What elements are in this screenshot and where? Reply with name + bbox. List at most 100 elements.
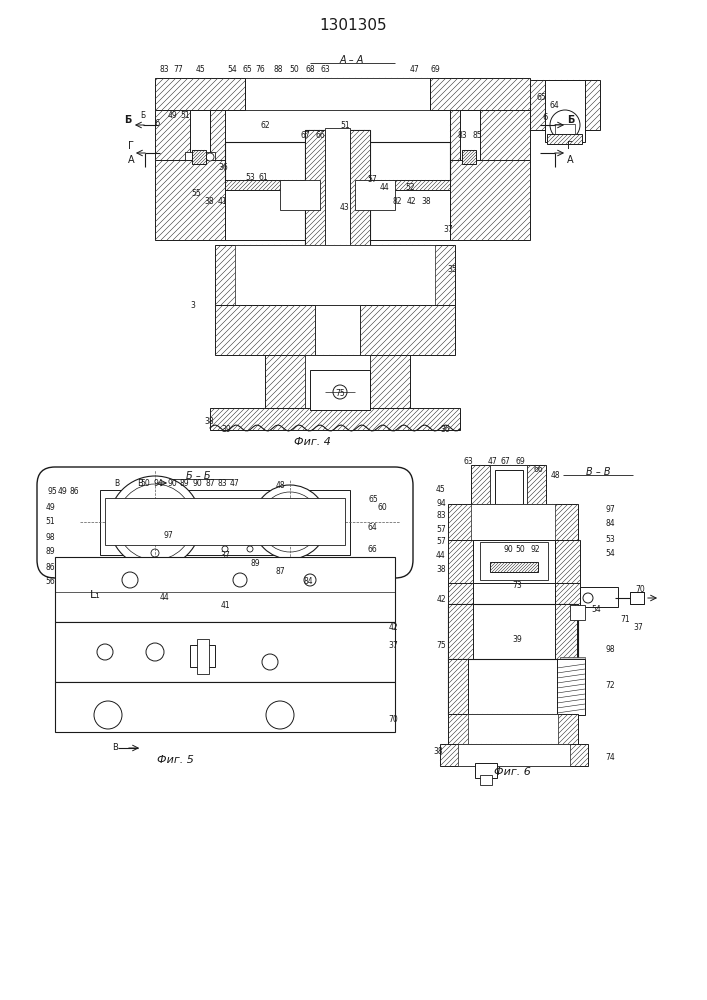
Text: Б: Б: [124, 115, 132, 125]
Bar: [495, 502, 523, 512]
Bar: [245, 78, 430, 110]
Bar: [560, 692, 585, 696]
Bar: [480, 542, 548, 580]
Circle shape: [147, 514, 163, 530]
Text: 37: 37: [220, 550, 230, 560]
Circle shape: [109, 476, 201, 568]
Bar: [185, 152, 215, 172]
Bar: [545, 80, 585, 142]
Text: Г: Г: [128, 141, 134, 151]
Text: 86: 86: [45, 562, 55, 572]
Circle shape: [94, 701, 122, 729]
Text: 89: 89: [179, 479, 189, 488]
Bar: [55, 622, 395, 682]
Bar: [448, 504, 578, 540]
Text: 84: 84: [303, 578, 312, 586]
Bar: [580, 587, 618, 607]
Text: 42: 42: [407, 196, 416, 206]
Bar: [225, 142, 450, 182]
Text: 43: 43: [340, 202, 350, 212]
Text: 97: 97: [163, 530, 173, 540]
Text: 65: 65: [368, 495, 378, 504]
Text: 54: 54: [591, 605, 601, 614]
Text: 38: 38: [204, 418, 214, 426]
Circle shape: [260, 492, 320, 552]
Text: 83: 83: [159, 66, 169, 75]
Text: 65: 65: [536, 94, 546, 103]
Text: Фиг. 6: Фиг. 6: [493, 767, 530, 777]
Text: 45: 45: [195, 66, 205, 75]
Bar: [190, 645, 215, 667]
Text: 51: 51: [340, 120, 350, 129]
Text: 65: 65: [242, 66, 252, 75]
Circle shape: [284, 516, 296, 528]
Bar: [495, 470, 523, 520]
Bar: [560, 657, 585, 661]
Text: 36: 36: [440, 426, 450, 434]
Text: 52: 52: [405, 184, 415, 192]
Text: 44: 44: [380, 184, 390, 192]
Bar: [305, 130, 325, 250]
Bar: [471, 465, 546, 505]
Text: 53: 53: [605, 534, 615, 544]
Text: 71: 71: [620, 615, 630, 624]
Text: 49: 49: [168, 110, 178, 119]
Bar: [448, 659, 468, 715]
Circle shape: [97, 644, 113, 660]
Text: 97: 97: [605, 506, 615, 514]
Bar: [55, 682, 395, 732]
Bar: [555, 604, 578, 660]
Text: 77: 77: [173, 66, 183, 75]
Text: 42: 42: [388, 622, 398, 632]
Bar: [475, 763, 497, 778]
Text: 57: 57: [367, 176, 377, 184]
Bar: [355, 180, 395, 210]
Text: 98: 98: [45, 532, 55, 542]
Text: 64: 64: [367, 522, 377, 532]
Bar: [197, 639, 209, 674]
Circle shape: [151, 549, 159, 557]
Text: 90: 90: [192, 479, 202, 488]
Bar: [100, 490, 350, 555]
Text: 41: 41: [220, 600, 230, 609]
Text: 42: 42: [436, 595, 446, 604]
Text: 38: 38: [433, 748, 443, 756]
Text: 94: 94: [436, 498, 446, 508]
Circle shape: [466, 153, 474, 161]
Circle shape: [583, 593, 593, 603]
Text: 86: 86: [69, 488, 78, 496]
Bar: [448, 714, 578, 744]
Text: 88: 88: [273, 66, 283, 75]
Text: 38: 38: [204, 196, 214, 206]
Text: 49: 49: [45, 504, 55, 512]
Bar: [473, 583, 555, 605]
Text: 66: 66: [533, 466, 543, 475]
Circle shape: [266, 701, 294, 729]
Text: 41: 41: [217, 196, 227, 206]
Text: 38: 38: [436, 566, 446, 574]
Bar: [560, 685, 585, 689]
Bar: [460, 162, 480, 180]
Bar: [450, 110, 530, 162]
Text: 98: 98: [605, 646, 615, 654]
Text: 63: 63: [320, 66, 330, 75]
Bar: [460, 110, 480, 180]
Bar: [235, 245, 435, 305]
Circle shape: [550, 110, 580, 140]
Text: 90: 90: [503, 546, 513, 554]
Bar: [215, 305, 315, 355]
Text: 89: 89: [45, 548, 55, 556]
Text: Б – Б: Б – Б: [186, 471, 210, 481]
Circle shape: [304, 574, 316, 586]
Text: 64: 64: [549, 102, 559, 110]
Text: 70: 70: [388, 716, 398, 724]
Text: Фиг. 4: Фиг. 4: [293, 437, 330, 447]
Text: 76: 76: [255, 66, 265, 75]
Text: 95: 95: [47, 488, 57, 496]
Text: 67: 67: [500, 458, 510, 466]
Bar: [350, 130, 370, 250]
Text: 74: 74: [605, 754, 615, 762]
Bar: [555, 540, 580, 585]
Text: 44: 44: [436, 550, 446, 560]
Bar: [471, 504, 555, 540]
